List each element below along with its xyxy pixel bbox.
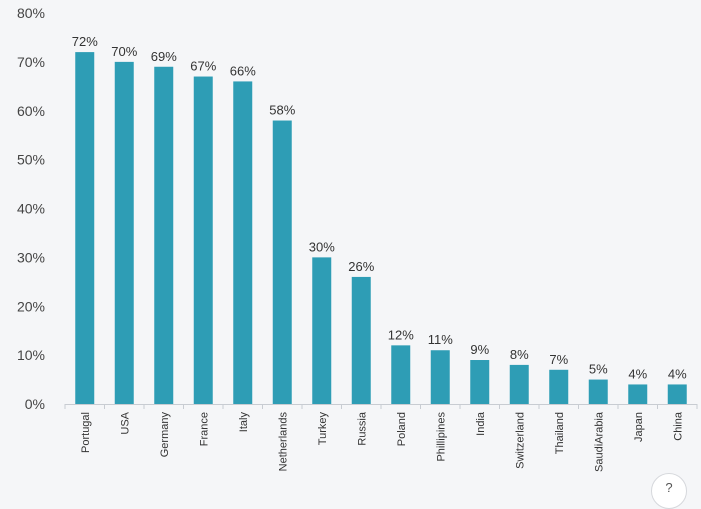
y-tick-label: 50% [17, 152, 45, 168]
bar [588, 379, 608, 404]
x-tick-label: Thailand [554, 412, 566, 454]
x-tick-label: Russia [356, 411, 368, 446]
y-tick-label: 60% [17, 103, 45, 119]
bar [549, 369, 569, 404]
bar [75, 52, 95, 404]
data-label: 72% [72, 34, 98, 49]
data-label: 70% [111, 44, 137, 59]
data-label: 7% [549, 352, 568, 367]
data-label: 5% [589, 362, 608, 377]
x-tick-label: Portugal [80, 412, 92, 453]
data-label: 9% [470, 342, 489, 357]
x-tick-label: Germany [159, 412, 171, 458]
data-label: 30% [309, 239, 335, 254]
data-label: 69% [151, 49, 177, 64]
data-label: 12% [388, 327, 414, 342]
bar [667, 384, 687, 404]
bar-chart: 0% 10% 20% 30% 40% 50% 60% 70% 80% 72% 70% 69% 67% 6… [17, 5, 698, 472]
bar [233, 81, 253, 405]
y-tick-label: 20% [17, 298, 45, 314]
data-label: 66% [230, 63, 256, 78]
bar [312, 257, 332, 404]
x-tick-label: France [198, 412, 210, 446]
bar [351, 276, 371, 404]
data-label: 58% [269, 103, 295, 118]
x-tick-label: Switzerland [514, 412, 526, 469]
y-tick-label: 0% [25, 396, 45, 412]
data-label: 8% [510, 347, 529, 362]
y-tick-label: 70% [17, 54, 45, 70]
help-button[interactable]: ? [651, 473, 687, 509]
y-axis: 0% 10% 20% 30% 40% 50% 60% 70% 80% [17, 5, 45, 412]
bar [628, 384, 648, 404]
x-tick-label: Poland [396, 412, 408, 446]
x-tick-label: Turkey [317, 412, 329, 446]
bar [154, 66, 174, 404]
x-tick-label: India [475, 411, 487, 436]
bar [509, 364, 529, 404]
y-tick-label: 30% [17, 249, 45, 265]
data-label: 26% [348, 259, 374, 274]
y-tick-label: 40% [17, 201, 45, 217]
x-axis: Portugal USA Germany France Italy Netherlands… [64, 404, 698, 472]
question-icon: ? [665, 480, 673, 495]
data-label: 67% [190, 59, 216, 74]
bar [272, 120, 292, 405]
x-tick-label: China [672, 411, 684, 441]
bar [193, 76, 213, 404]
y-tick-label: 10% [17, 347, 45, 363]
x-tick-label: Netherlands [277, 412, 289, 472]
bar [470, 360, 490, 404]
bars [75, 52, 687, 405]
bar [391, 345, 411, 404]
x-tick-label: Japan [633, 412, 645, 442]
bar [114, 61, 134, 404]
x-tick-label: Italy [238, 412, 250, 433]
x-tick-label: USA [119, 411, 131, 434]
data-label: 4% [628, 366, 647, 381]
data-labels: 72% 70% 69% 67% 66% 58% 30% 26% 12% 11% 9% 8% 7% 5% 4%… [72, 34, 687, 381]
bar [430, 350, 450, 404]
x-tick-label: Phillipines [435, 412, 447, 462]
data-label: 4% [668, 366, 687, 381]
y-tick-label: 80% [17, 5, 45, 21]
data-label: 11% [428, 332, 453, 347]
x-tick-label: SaudiArabia [593, 411, 605, 472]
